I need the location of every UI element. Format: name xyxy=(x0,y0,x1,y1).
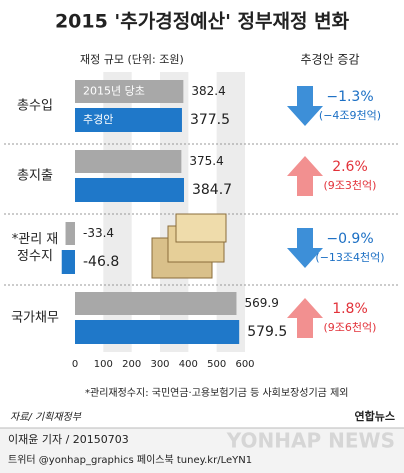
value-label: -46.8 xyxy=(83,254,119,270)
byline: 이재윤 기자 / 20150703 xyxy=(8,433,129,446)
x-tick-label: 400 xyxy=(179,359,198,370)
bar xyxy=(75,80,184,103)
up-arrow xyxy=(287,156,323,196)
value-label: 569.9 xyxy=(244,296,278,310)
change-amount: (−13조4천억) xyxy=(315,250,384,264)
footnote: *관리재정수지: 국민연금·고용보험기금 등 사회보장성기금 제외 xyxy=(85,387,348,399)
footer-band xyxy=(0,428,404,473)
legend-label: 2015년 당초 xyxy=(83,85,145,98)
x-tick-label: 600 xyxy=(235,359,254,370)
bar xyxy=(65,222,75,245)
value-label: -33.4 xyxy=(83,226,114,240)
change-header: 추경안 증감 xyxy=(300,53,359,67)
change-percent: 1.8% xyxy=(332,301,368,317)
bar xyxy=(75,150,182,173)
value-label: 382.4 xyxy=(191,84,225,98)
bar xyxy=(61,250,75,274)
bar xyxy=(75,108,182,132)
watermark: YONHAP NEWS xyxy=(226,429,395,453)
down-arrow xyxy=(287,86,323,126)
bar xyxy=(75,292,237,315)
category-label: 국가채무 xyxy=(11,310,59,326)
bar xyxy=(75,178,184,202)
change-percent: 2.6% xyxy=(332,159,368,175)
value-label: 375.4 xyxy=(189,154,223,168)
value-label: 377.5 xyxy=(190,112,230,128)
change-amount: (9조6천억) xyxy=(324,320,377,334)
category-label: 총지출 xyxy=(17,168,53,184)
change-percent: −0.9% xyxy=(326,231,373,247)
category-label: *관리 재정수지 xyxy=(11,232,59,264)
x-tick-label: 300 xyxy=(150,359,169,370)
value-label: 384.7 xyxy=(192,182,232,198)
down-arrow xyxy=(287,228,323,268)
x-tick-label: 500 xyxy=(207,359,226,370)
money-illustration xyxy=(151,213,227,279)
chart-title: 2015 '추가경정예산' 정부재정 변화 xyxy=(55,11,350,33)
value-label: 579.5 xyxy=(247,324,287,340)
social: 트위터 @yonhap_graphics 페이스북 tuney.kr/LeYN1 xyxy=(8,453,252,466)
change-amount: (−4조9천억) xyxy=(319,108,381,122)
category-label: 총수입 xyxy=(17,98,53,114)
bar xyxy=(75,320,240,344)
x-tick-label: 100 xyxy=(94,359,113,370)
x-tick-label: 200 xyxy=(122,359,141,370)
x-tick-label: 0 xyxy=(72,359,78,370)
up-arrow xyxy=(287,298,323,338)
axis-label: 재정 규모 (단위: 조원) xyxy=(80,53,184,66)
logo: 연합뉴스 xyxy=(355,409,395,423)
legend-label: 추경안 xyxy=(83,113,113,126)
change-amount: (9조3천억) xyxy=(324,178,377,192)
money-stack xyxy=(175,213,227,243)
source: 자료/ 기획재정부 xyxy=(10,411,82,423)
change-percent: −1.3% xyxy=(326,89,373,105)
